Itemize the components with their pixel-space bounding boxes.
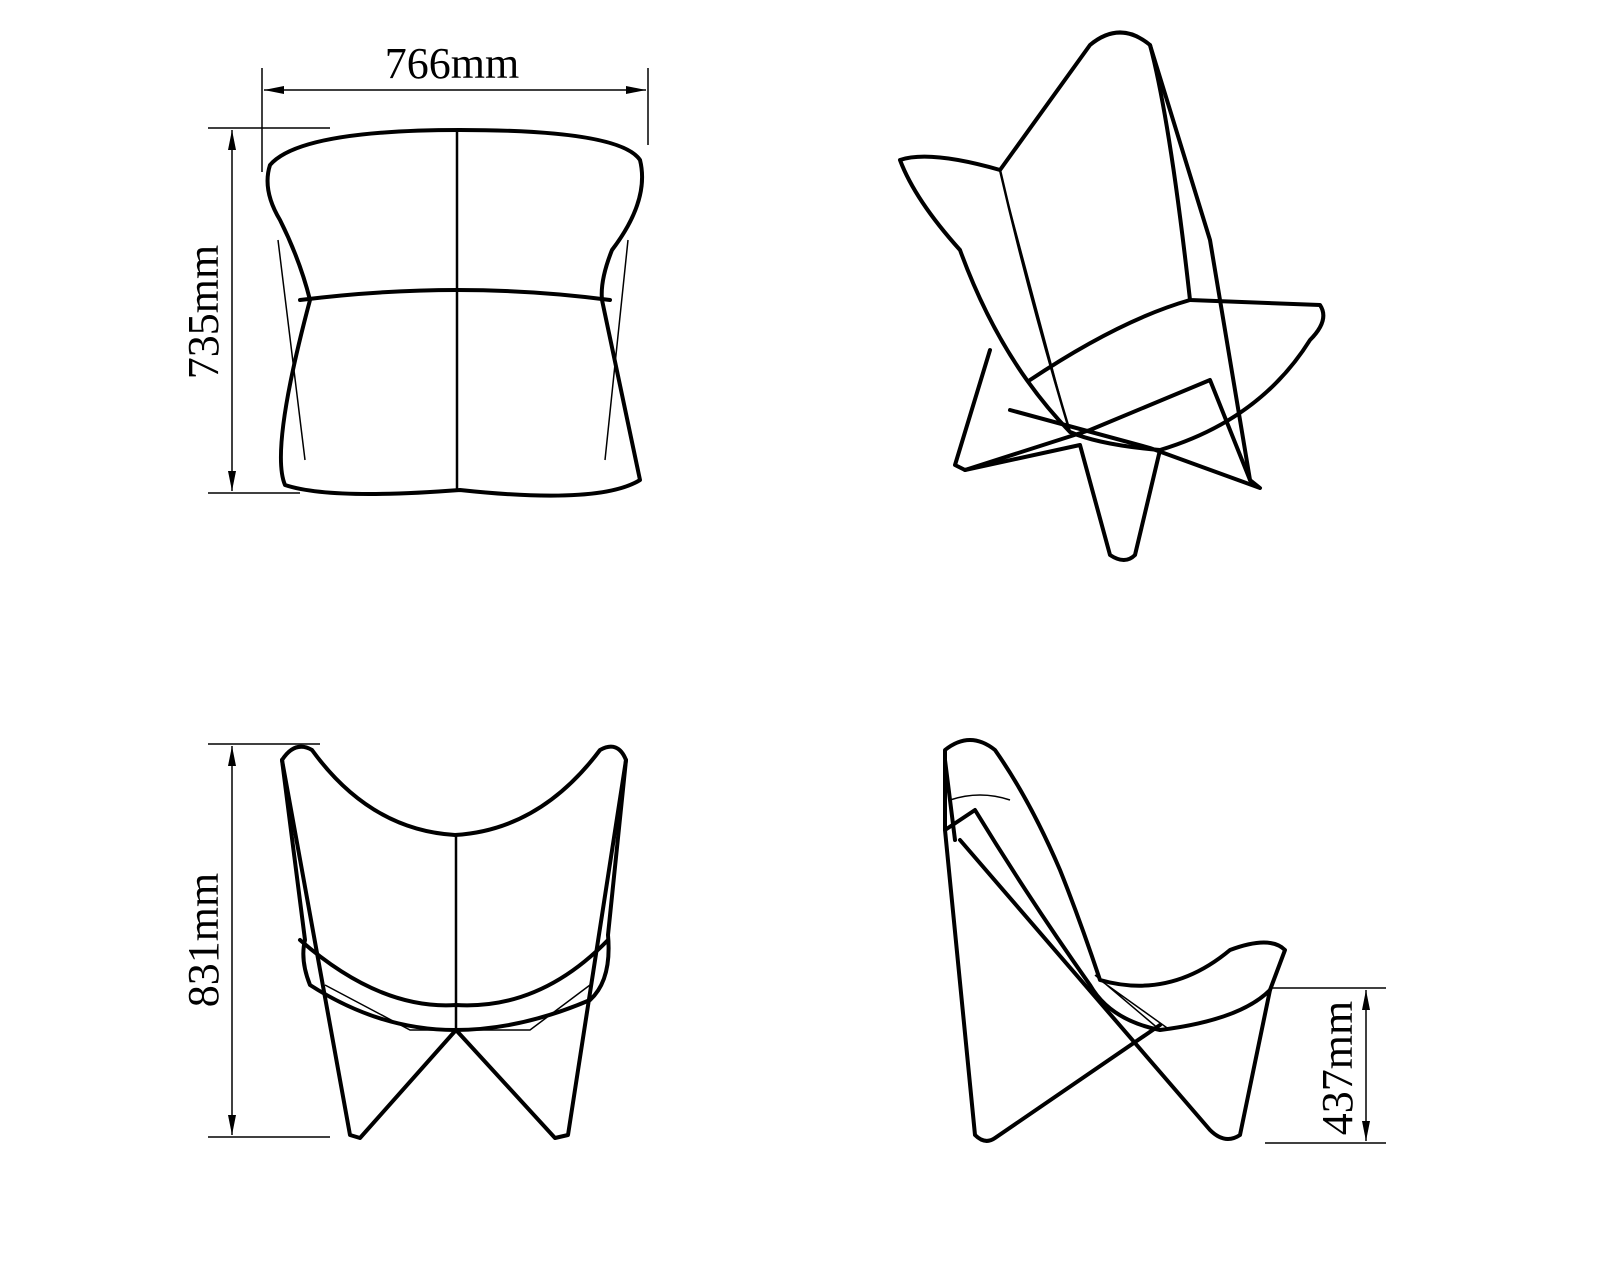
seat-height-dimension: 437mm [1265, 987, 1386, 1144]
side-view: 437mm [943, 738, 1386, 1144]
width-label: 766mm [385, 39, 519, 88]
perspective-view [898, 30, 1326, 562]
top-view-chair [265, 128, 645, 498]
front-frame [280, 758, 628, 1140]
width-dimension: 766mm [261, 39, 649, 172]
seat-height-label: 437mm [1313, 1001, 1362, 1135]
front-view: 831mm [179, 743, 628, 1140]
perspective-frame [953, 43, 1262, 562]
height-label: 831mm [179, 873, 228, 1007]
depth-label: 735mm [179, 245, 228, 379]
top-view: 766mm 735mm [179, 39, 649, 498]
depth-dimension: 735mm [179, 127, 330, 494]
height-dimension: 831mm [179, 743, 330, 1138]
side-frame [943, 758, 1272, 1143]
